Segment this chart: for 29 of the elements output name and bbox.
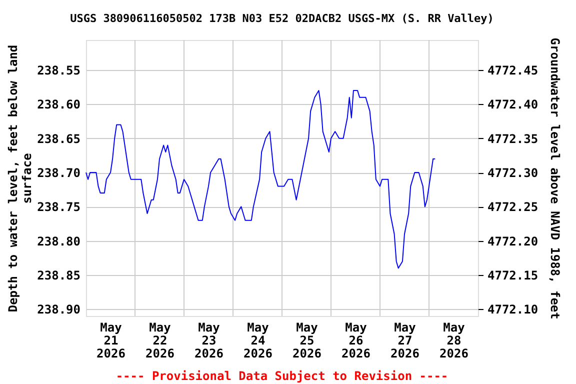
text: ---- Provisional Data Subject to Revision ----: [116, 369, 448, 383]
y-axis-title: Depth to water level, feet below land surface: [6, 44, 34, 312]
y-tick-label: 238.80: [37, 234, 80, 248]
y2-tick-label: 4772.10: [488, 302, 538, 317]
x-tick-label: May 26 2026: [342, 320, 370, 360]
line-series: [86, 90, 436, 269]
x-tick-label: May 28 2026: [440, 320, 468, 360]
y2-tick-label: 4772.40: [488, 98, 538, 112]
y-tick-label: 238.55: [37, 64, 80, 78]
x-tick-label: May 25 2026: [292, 320, 322, 360]
y-tick-label: 238.75: [37, 200, 80, 214]
x-tick-label: May 27 2026: [390, 320, 420, 360]
y-tick-label: 238.90: [37, 302, 80, 317]
y-tick-label: 238.60: [37, 98, 80, 112]
y-tick-label: 238.85: [37, 268, 80, 283]
y-tick-label: 238.70: [37, 166, 80, 180]
chart-title: USGS 380906116050502 173B N03 E52 02DACB2 USGS-MX (S. RR Valley): [70, 12, 494, 25]
x-tick-label: May 21 2026: [96, 320, 126, 360]
x-tick-label: May 24 2026: [244, 320, 272, 360]
y2-tick-label: 4772.20: [488, 234, 538, 248]
y2-tick-label: 4772.25: [488, 200, 538, 214]
x-tick-label: May 22 2026: [146, 320, 174, 360]
y2-tick-label: 4772.45: [488, 64, 538, 78]
y-tick-label: 238.65: [37, 132, 80, 146]
y2-tick-label: 4772.30: [488, 166, 538, 180]
y2-tick-label: 4772.35: [488, 132, 538, 146]
y2-tick-label: 4772.15: [488, 268, 538, 283]
x-tick-label: May 23 2026: [194, 320, 224, 360]
y2-axis-title: Groundwater level above NAVD 1988, feet: [548, 38, 562, 320]
